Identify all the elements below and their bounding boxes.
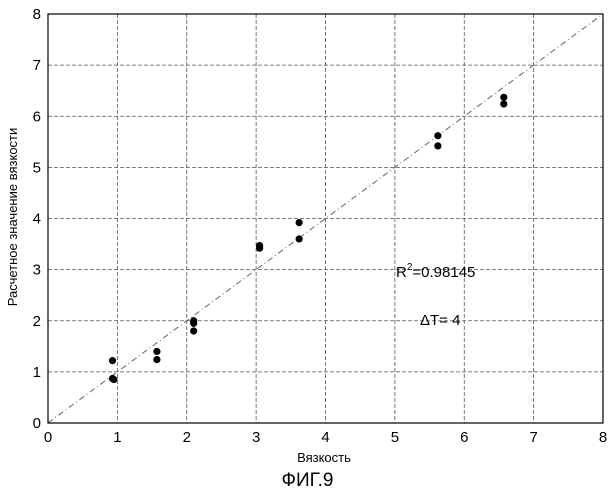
x-tick-label: 1 — [113, 429, 121, 446]
x-tick-label: 8 — [599, 429, 607, 446]
x-axis-label: Вязкость — [297, 450, 351, 465]
r-squared-symbol: R — [396, 264, 407, 281]
y-tick-label: 1 — [33, 364, 41, 381]
data-point — [434, 132, 441, 139]
data-point — [500, 94, 507, 101]
y-tick-label: 0 — [33, 415, 41, 432]
y-axis-label: Расчетное значение вязкости — [5, 128, 20, 307]
data-point — [256, 245, 263, 252]
x-tick-labels: 0 1 2 3 4 5 6 7 8 — [44, 429, 607, 446]
y-tick-label: 4 — [33, 211, 41, 228]
data-point — [190, 327, 197, 334]
x-tick-label: 3 — [252, 429, 260, 446]
x-tick-label: 5 — [391, 429, 399, 446]
r-squared-value: =0.98145 — [412, 264, 475, 281]
data-point — [190, 320, 197, 327]
data-point — [109, 375, 116, 382]
data-point — [296, 219, 303, 226]
scatter-chart: 0 1 2 3 4 5 6 7 8 0 1 2 3 4 5 6 7 8 Вязкость Расчетное з… — [0, 0, 615, 470]
y-tick-label: 7 — [33, 57, 41, 74]
data-point — [109, 357, 116, 364]
figure-caption: ФИГ.9 — [0, 470, 615, 492]
data-point — [296, 235, 303, 242]
data-point — [434, 142, 441, 149]
y-tick-label: 6 — [33, 108, 41, 125]
data-point — [500, 100, 507, 107]
x-tick-label: 6 — [460, 429, 468, 446]
data-points — [109, 94, 507, 383]
x-tick-label: 4 — [321, 429, 329, 446]
x-tick-label: 0 — [44, 429, 52, 446]
y-tick-label: 3 — [33, 262, 41, 279]
y-tick-label: 5 — [33, 159, 41, 176]
delta-t-annotation: ΔT= 4 — [420, 312, 460, 329]
r-squared-annotation: R2=0.98145 — [396, 262, 475, 281]
data-point — [153, 356, 160, 363]
y-tick-label: 8 — [33, 6, 41, 23]
y-tick-labels: 0 1 2 3 4 5 6 7 8 — [33, 6, 41, 432]
y-tick-label: 2 — [33, 313, 41, 330]
x-tick-label: 2 — [183, 429, 191, 446]
x-tick-label: 7 — [529, 429, 537, 446]
data-point — [153, 348, 160, 355]
